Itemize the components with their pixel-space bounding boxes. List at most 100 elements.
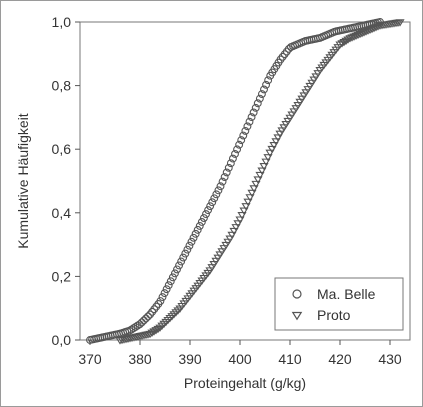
series-proto <box>115 19 405 345</box>
y-axis-title: Kumulative Häufigkeit <box>15 113 31 249</box>
x-tick-label: 400 <box>228 351 252 367</box>
data-point-circle <box>168 273 177 282</box>
data-point-triangle <box>233 220 243 228</box>
data-point-circle <box>185 241 194 250</box>
y-tick-label: 0,2 <box>52 268 72 284</box>
data-point-circle <box>146 310 155 319</box>
data-point-circle <box>216 182 225 191</box>
data-point-circle <box>160 289 169 298</box>
data-point-triangle <box>241 203 251 211</box>
data-point-circle <box>193 225 202 234</box>
data-point-triangle <box>249 185 259 193</box>
data-point-triangle <box>261 158 271 166</box>
data-point-circle <box>235 140 244 149</box>
y-axis: 0,0 0,2 0,4 0,6 0,8 1,0 <box>52 14 80 348</box>
data-point-triangle <box>341 37 351 46</box>
data-point-circle <box>127 325 136 334</box>
legend-label-ma-belle: Ma. Belle <box>317 286 376 302</box>
data-point-circle <box>158 293 167 302</box>
data-point-triangle <box>367 25 377 34</box>
data-point-circle <box>282 47 291 56</box>
y-tick-label: 0,6 <box>52 141 72 157</box>
data-point-triangle <box>347 34 357 42</box>
data-point-triangle <box>259 163 269 171</box>
data-point-circle <box>181 249 190 258</box>
data-point-circle <box>189 233 198 242</box>
x-axis-title: Proteingehalt (g/kg) <box>184 375 306 391</box>
data-point-circle <box>276 55 285 64</box>
y-tick-label: 1,0 <box>52 14 72 30</box>
data-point-triangle <box>269 142 279 150</box>
data-point-triangle <box>373 23 383 31</box>
data-point-circle <box>148 307 157 316</box>
data-point-triangle <box>147 329 157 338</box>
data-point-circle <box>177 257 186 266</box>
data-point-triangle <box>365 26 375 35</box>
data-point-circle <box>239 131 248 140</box>
data-point-circle <box>249 108 258 117</box>
data-point-circle <box>257 90 266 98</box>
data-point-circle <box>284 44 293 53</box>
data-point-circle <box>164 281 173 290</box>
data-point-circle <box>150 305 159 314</box>
data-point-circle <box>237 136 246 145</box>
data-point-triangle <box>355 30 365 39</box>
data-point-triangle <box>351 32 361 40</box>
data-point-circle <box>278 52 287 61</box>
data-point-triangle <box>227 231 237 240</box>
data-point-circle <box>197 218 206 226</box>
data-point-circle <box>253 99 262 108</box>
data-point-circle <box>243 122 252 131</box>
data-point-circle <box>218 177 227 186</box>
data-point-triangle <box>225 235 235 243</box>
data-point-circle <box>280 50 289 59</box>
data-point-circle <box>139 316 148 325</box>
data-point-circle <box>187 237 196 246</box>
data-point-circle <box>173 265 181 274</box>
data-point-circle <box>220 173 229 181</box>
data-point-triangle <box>371 24 381 32</box>
data-point-circle <box>210 194 219 203</box>
data-point-triangle <box>335 41 345 49</box>
data-point-circle <box>191 229 200 238</box>
data-point-triangle <box>359 29 369 37</box>
data-point-triangle <box>231 224 241 232</box>
data-point-circle <box>170 269 179 278</box>
data-point-circle <box>245 117 254 126</box>
data-point-triangle <box>265 149 275 158</box>
data-point-circle <box>255 94 264 103</box>
data-point-circle <box>262 80 271 89</box>
data-point-triangle <box>235 216 245 224</box>
data-point-circle <box>231 150 239 158</box>
data-point-circle <box>144 312 152 321</box>
data-point-triangle <box>363 27 373 35</box>
data-point-circle <box>156 297 165 305</box>
x-tick-label: 410 <box>278 351 302 367</box>
data-point-circle <box>212 190 221 199</box>
data-point-circle <box>179 253 188 262</box>
y-tick-label: 0,0 <box>52 332 72 348</box>
x-tick-label: 430 <box>378 351 402 367</box>
data-point-circle <box>204 206 213 215</box>
data-point-triangle <box>255 171 265 180</box>
data-point-circle <box>208 198 217 207</box>
data-point-circle <box>199 214 208 222</box>
y-tick-label: 0,4 <box>52 205 72 221</box>
data-point-triangle <box>337 40 347 48</box>
data-point-circle <box>264 76 273 85</box>
data-point-triangle <box>237 211 247 220</box>
data-point-triangle <box>369 25 379 33</box>
data-point-triangle <box>343 36 353 44</box>
data-point-circle <box>166 277 175 286</box>
data-point-circle <box>260 85 268 94</box>
data-point-circle <box>224 163 233 172</box>
data-point-circle <box>241 126 250 135</box>
data-point-circle <box>131 322 140 331</box>
data-point-triangle <box>145 330 155 339</box>
data-point-circle <box>183 245 192 254</box>
series-layer <box>86 18 405 345</box>
data-point-circle <box>251 103 260 112</box>
data-point-circle <box>226 159 235 168</box>
data-point-triangle <box>149 328 159 336</box>
